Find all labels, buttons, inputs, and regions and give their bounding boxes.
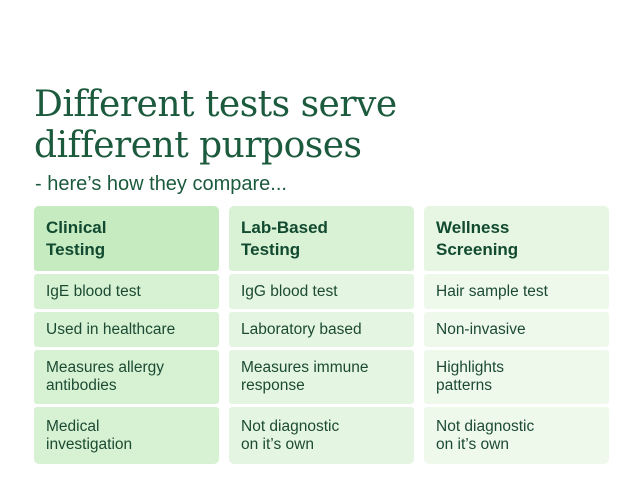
table-cell: Not diagnostic on it’s own [229, 407, 414, 464]
table-cell: IgE blood test [34, 274, 219, 309]
column-header-label: Clinical Testing [46, 217, 107, 259]
page-subtitle: - here’s how they compare... [35, 173, 287, 195]
cell-text: Non-invasive [436, 320, 526, 338]
cell-text: Not diagnostic on it’s own [241, 417, 340, 453]
column-header-label: Wellness Screening [436, 217, 519, 259]
cell-text: IgG blood test [241, 282, 338, 300]
table-cell: Used in healthcare [34, 312, 219, 347]
cell-text: Used in healthcare [46, 320, 176, 338]
table-cell: Measures immune response [229, 350, 414, 404]
column-header: Wellness Screening [424, 206, 609, 271]
cell-text: Measures allergy antibodies [46, 359, 165, 394]
table-cell: Hair sample test [424, 274, 609, 309]
table-cell: Highlights patterns [424, 350, 609, 404]
page-title: Different tests serve different purposes [34, 84, 397, 166]
cell-text: Medical investigation [46, 417, 133, 453]
table-cell: Measures allergy antibodies [34, 350, 219, 404]
cell-text: IgE blood test [46, 282, 141, 300]
column-header: Clinical Testing [34, 206, 219, 271]
column-header: Lab-Based Testing [229, 206, 414, 271]
cell-text: Hair sample test [436, 282, 548, 300]
cell-text: Measures immune response [241, 359, 369, 394]
table-cell: Not diagnostic on it’s own [424, 407, 609, 464]
column-header-label: Lab-Based Testing [241, 217, 328, 259]
cell-text: Highlights patterns [436, 359, 505, 394]
cell-text: Laboratory based [241, 320, 362, 338]
cell-text: Not diagnostic on it’s own [436, 417, 535, 453]
table-cell: Laboratory based [229, 312, 414, 347]
table-cell: Medical investigation [34, 407, 219, 464]
table-cell: IgG blood test [229, 274, 414, 309]
table-cell: Non-invasive [424, 312, 609, 347]
